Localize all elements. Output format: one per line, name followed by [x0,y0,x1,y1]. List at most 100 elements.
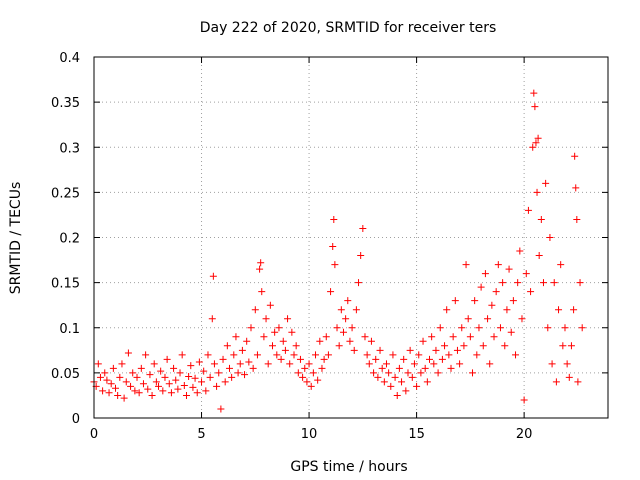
y-tick-label: 0.3 [59,141,80,156]
data-point [185,372,193,380]
data-point [361,333,369,341]
data-point [490,333,498,341]
data-point [404,369,412,377]
data-point [499,279,507,287]
data-point [385,369,393,377]
data-point [380,378,388,386]
data-point [195,358,203,366]
data-point [174,385,182,393]
data-point [355,279,363,287]
data-point [314,376,322,384]
data-point [101,369,109,377]
data-point [139,380,147,388]
data-point [260,333,268,341]
data-point [213,382,221,390]
data-point [479,342,487,350]
x-axis-label: GPS time / hours [290,459,407,475]
data-point [292,342,300,350]
data-point [434,369,442,377]
data-point [230,351,238,359]
x-tick-label: 5 [197,427,205,442]
data-point [352,306,360,314]
data-point [157,367,165,375]
data-point [488,301,496,309]
data-point [301,364,309,372]
data-point [432,346,440,354]
data-point [324,351,332,359]
data-point [344,297,352,305]
data-point [548,360,556,368]
data-point [155,382,163,390]
data-point [486,360,494,368]
data-point [532,139,540,147]
data-point [187,362,195,370]
data-point [570,306,578,314]
data-point [129,369,137,377]
data-point [316,337,324,345]
chart-title: Day 222 of 2020, SRMTID for receiver ter… [200,20,497,36]
data-point [469,369,477,377]
data-point [329,243,337,251]
y-tick-label: 0.2 [59,232,80,247]
data-point [327,288,335,296]
data-point [219,355,227,363]
data-point [234,369,242,377]
data-point [374,373,382,381]
data-point [193,389,201,397]
y-tick-label: 0.1 [59,322,80,337]
data-point [456,360,464,368]
data-point [150,360,158,368]
data-point [406,346,414,354]
data-point [161,373,169,381]
data-point [572,184,580,192]
data-point [232,333,240,341]
data-point [241,371,249,379]
data-point [96,373,104,381]
data-point [322,333,330,341]
data-point [118,360,126,368]
data-point [200,367,208,375]
data-point [533,188,541,196]
data-point [436,324,444,332]
data-point [247,324,255,332]
x-tick-label: 10 [301,427,318,442]
y-tick-label: 0.05 [51,367,80,382]
data-point [225,364,233,372]
data-point [238,346,246,354]
data-point [462,261,470,269]
data-point [103,376,111,384]
data-point [339,328,347,336]
data-point [505,265,513,273]
data-point [363,351,371,359]
data-point [275,324,283,332]
data-point [382,360,390,368]
data-point [176,369,184,377]
data-point [178,351,186,359]
data-point [537,215,545,223]
data-point [120,394,128,402]
data-point [430,360,438,368]
data-point [576,279,584,287]
data-point [209,272,217,280]
x-tick-label: 20 [516,427,533,442]
data-point [320,355,328,363]
data-point [367,337,375,345]
data-point [279,337,287,345]
data-point [163,355,171,363]
data-point [236,360,244,368]
data-point [277,355,285,363]
data-point [398,378,406,386]
data-point [376,346,384,354]
data-point [131,387,139,395]
data-point [146,371,154,379]
data-point [423,378,431,386]
data-point [524,206,532,214]
data-point [182,391,190,399]
data-point [559,342,567,350]
x-tick-label: 15 [408,427,425,442]
data-point [357,252,365,260]
data-point [393,391,401,399]
data-point [372,355,380,363]
data-point [529,143,537,151]
data-point [221,378,229,386]
